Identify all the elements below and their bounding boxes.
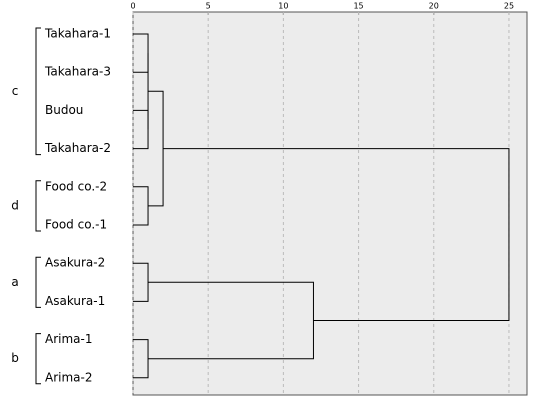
leaf-label: Takahara-3 <box>44 65 111 79</box>
merge-link <box>148 90 164 207</box>
leaf-label: Food co.-2 <box>45 179 107 193</box>
leaf-label: Arima-2 <box>45 370 92 384</box>
group-bracket <box>35 256 41 308</box>
plot-area <box>132 11 528 396</box>
x-tick-label: 0 <box>130 2 135 11</box>
leaf-label: Arima-1 <box>45 332 92 346</box>
leaf-label: Takahara-1 <box>44 27 111 41</box>
leaf-label: Food co.-1 <box>45 218 107 232</box>
group-bracket <box>35 27 41 156</box>
group-bracket <box>35 180 41 232</box>
group-bracket <box>35 333 41 385</box>
leaf-label: Budou <box>45 103 83 117</box>
x-tick-label: 15 <box>353 2 363 11</box>
merge-link <box>163 148 510 321</box>
leaf-label: Takahara-2 <box>44 141 111 155</box>
group-label: b <box>11 351 19 365</box>
x-tick-label: 25 <box>504 2 514 11</box>
merge-link <box>133 186 149 226</box>
x-tick-label: 10 <box>278 2 288 11</box>
merge-link <box>133 339 149 379</box>
group-label: a <box>11 275 18 289</box>
group-label: c <box>12 84 19 98</box>
merge-link <box>133 262 149 302</box>
x-tick-label: 5 <box>206 2 211 11</box>
leaf-label: Asakura-1 <box>45 294 105 308</box>
group-label: d <box>11 198 19 212</box>
x-tick-label: 20 <box>429 2 439 11</box>
leaf-label: Asakura-2 <box>45 256 105 270</box>
